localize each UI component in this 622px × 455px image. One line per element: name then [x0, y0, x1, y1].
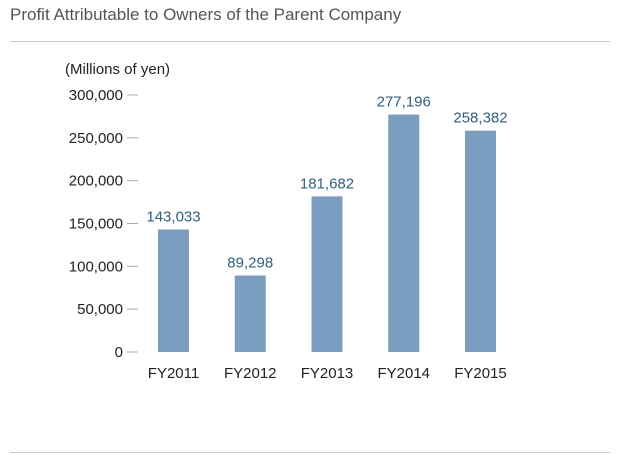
data-label: 258,382 — [453, 110, 507, 127]
y-tick-label: 100,000 — [69, 258, 123, 275]
chart-title: Profit Attributable to Owners of the Par… — [10, 5, 402, 24]
bar — [465, 130, 496, 352]
bar — [158, 229, 189, 352]
data-label: 181,682 — [300, 175, 354, 192]
bottom-divider — [10, 452, 610, 453]
x-tick-label: FY2011 — [148, 365, 199, 382]
y-tick-label: 250,000 — [69, 130, 123, 147]
bars-group: 143,033 89,298 181,682 277,196 258,382 — [146, 94, 508, 352]
bar — [388, 114, 420, 352]
data-label: 143,033 — [146, 208, 200, 225]
x-tick-label: FY2015 — [454, 365, 507, 382]
top-divider — [10, 41, 610, 42]
y-axis: 0 50,000 100,000 150,000 200,000 250,000 300,0… — [69, 87, 138, 361]
y-tick-label: 50,000 — [77, 301, 123, 318]
bar — [311, 196, 343, 352]
x-tick-label: FY2012 — [224, 365, 277, 382]
data-label: 89,298 — [227, 255, 273, 272]
y-tick-label: 200,000 — [69, 173, 123, 190]
data-label: 277,196 — [377, 94, 431, 111]
x-tick-label: FY2014 — [377, 365, 430, 382]
y-tick-label: 150,000 — [69, 216, 123, 233]
bar-chart: (Millions of yen) 0 50,000 100,000 150,000 2… — [65, 61, 508, 382]
y-tick-label: 0 — [115, 344, 123, 361]
y-axis-label: (Millions of yen) — [65, 61, 170, 78]
x-axis: FY2011 FY2012 FY2013 FY2014 FY2015 — [148, 365, 507, 382]
x-tick-label: FY2013 — [301, 365, 354, 382]
bar — [234, 275, 266, 352]
y-tick-label: 300,000 — [69, 87, 123, 104]
